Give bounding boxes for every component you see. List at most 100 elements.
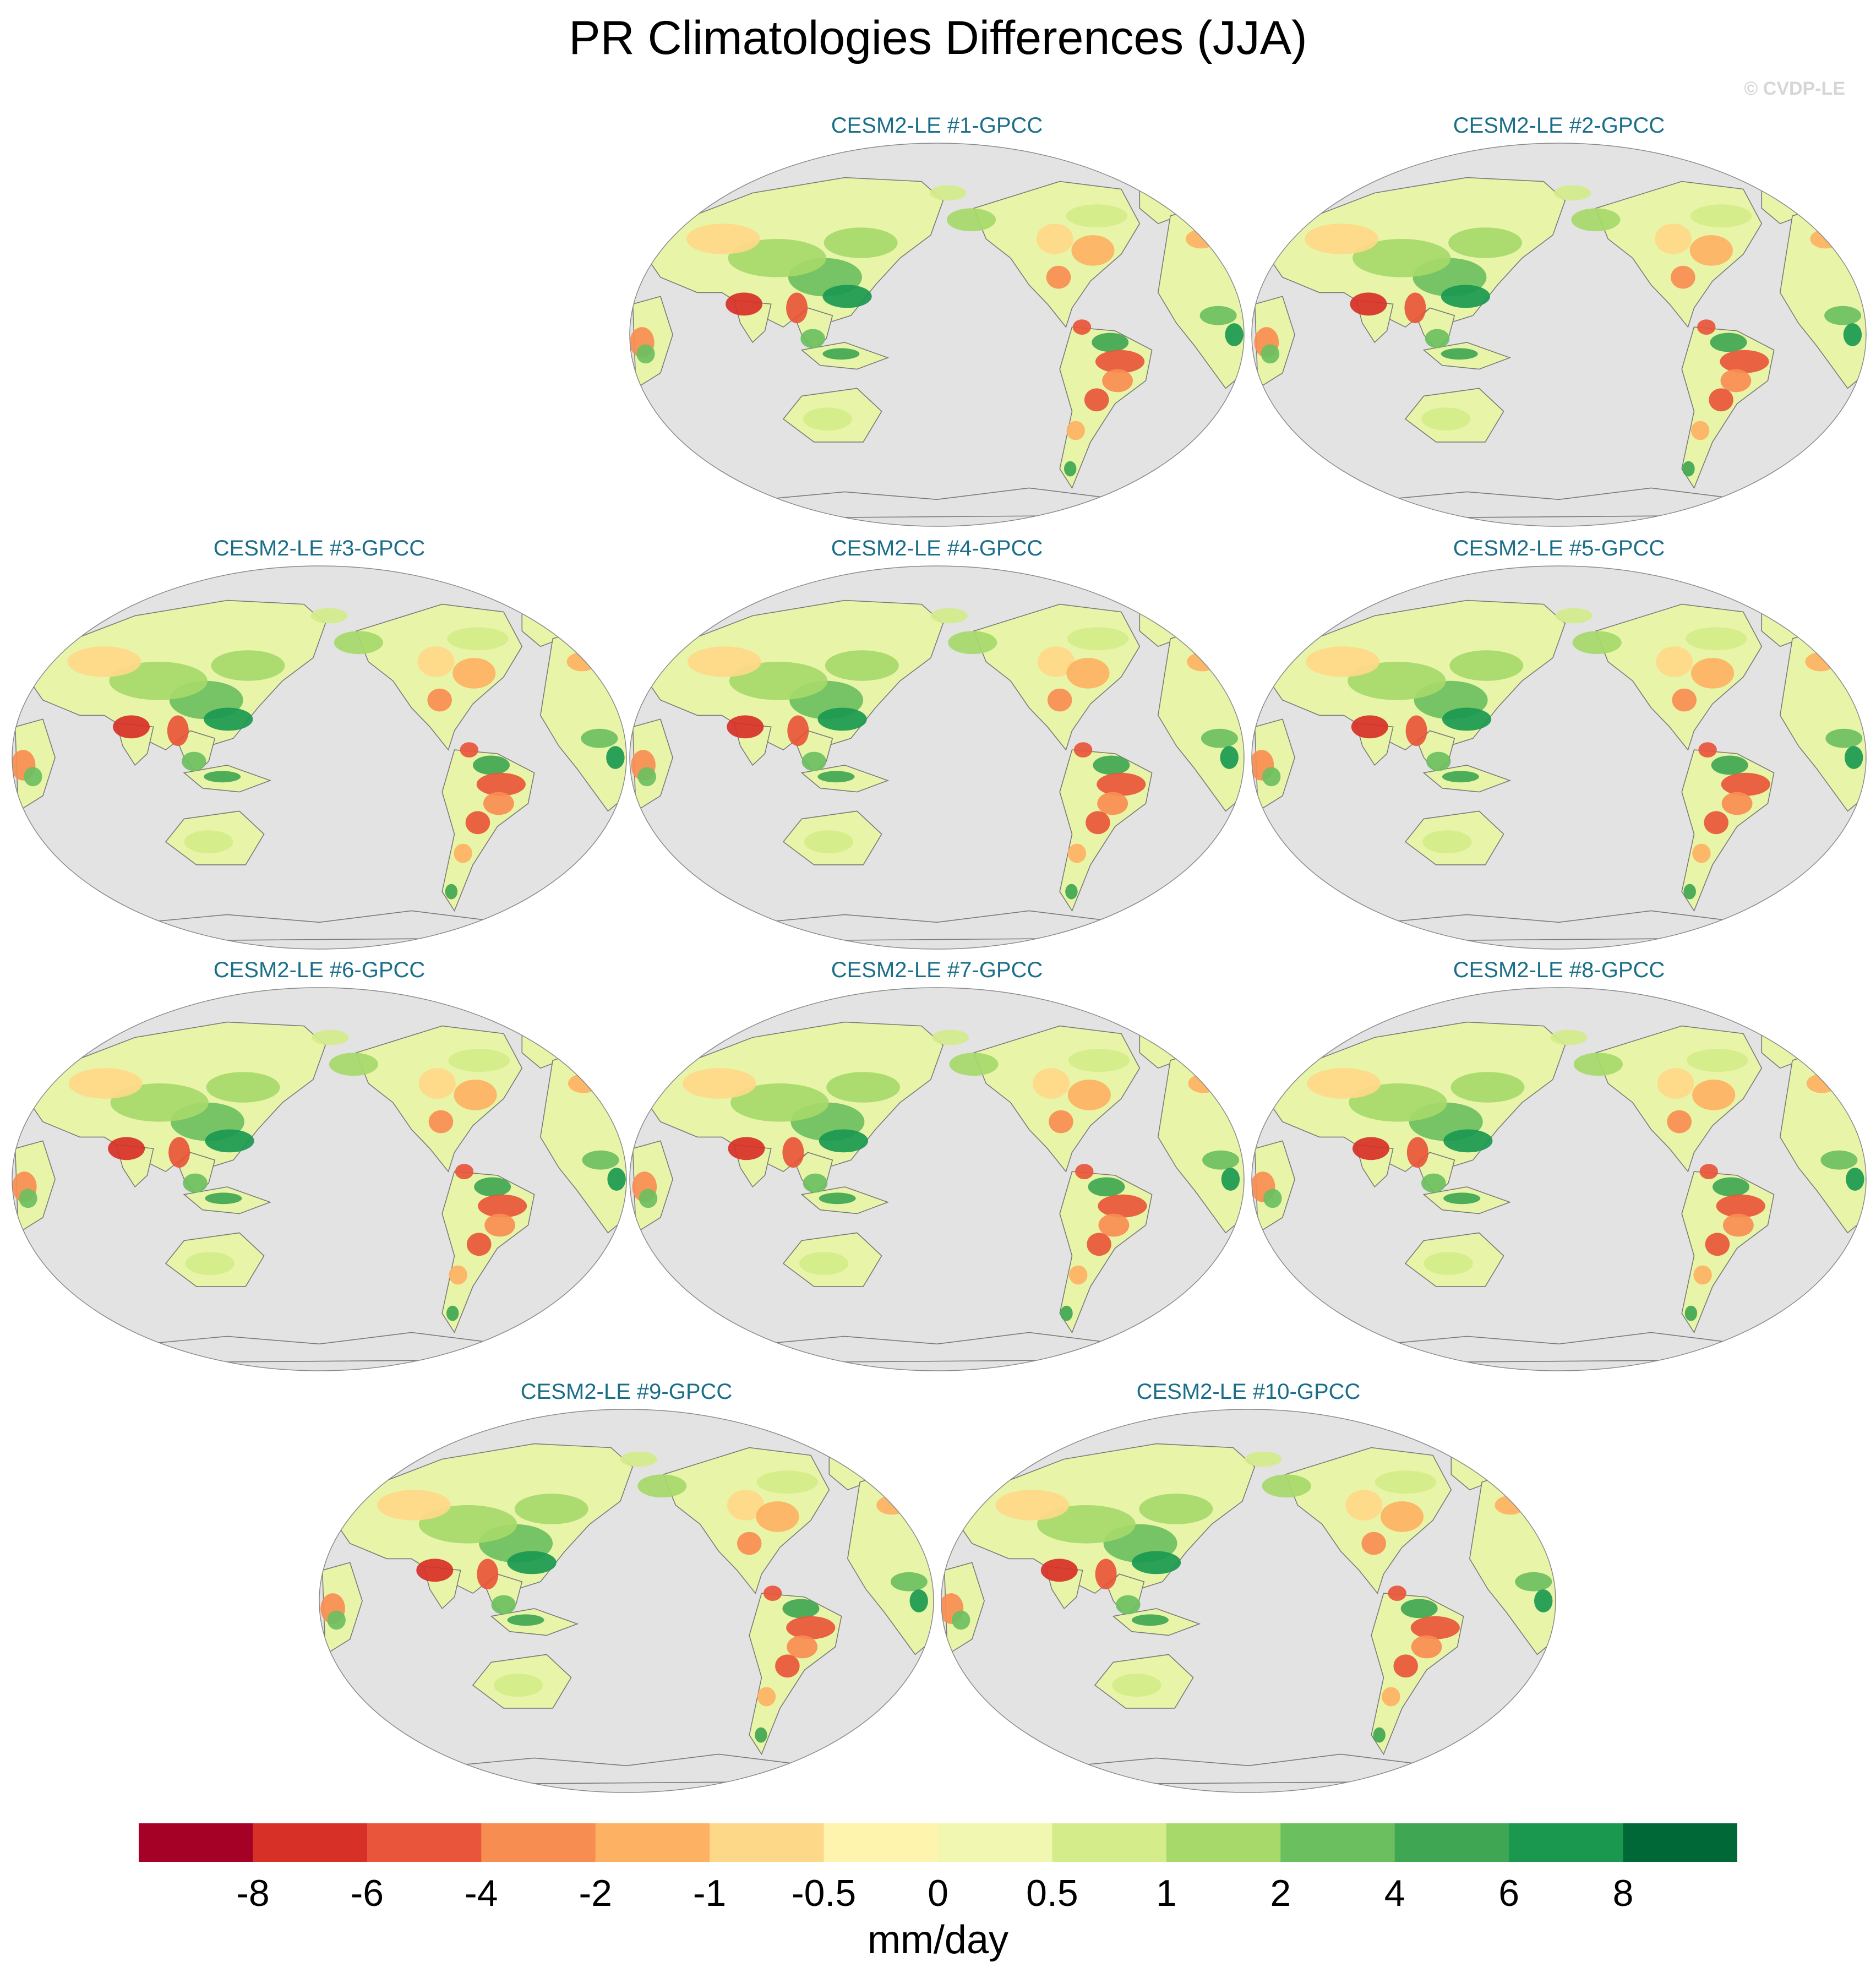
precip-anomaly-patch xyxy=(1421,407,1471,431)
precip-anomaly-patch xyxy=(449,1265,467,1285)
precip-anomaly-patch xyxy=(1071,235,1115,266)
precip-anomaly-patch xyxy=(427,688,452,712)
precip-anomaly-patch xyxy=(1720,350,1769,373)
colorbar-label: 1 xyxy=(1155,1872,1177,1914)
precip-anomaly-patch xyxy=(1449,650,1524,681)
precip-anomaly-patch xyxy=(1693,1265,1712,1285)
world-map xyxy=(1251,565,1867,950)
precip-anomaly-patch xyxy=(932,1029,969,1045)
precip-anomaly-patch xyxy=(168,1137,190,1168)
precip-anomaly-patch xyxy=(1716,1194,1765,1218)
precip-anomaly-patch xyxy=(1049,1110,1073,1134)
map-panel: CESM2-LE #9-GPCC xyxy=(318,1381,935,1799)
precip-anomaly-patch xyxy=(1572,631,1622,655)
precip-anomaly-patch xyxy=(1806,1074,1837,1093)
precip-anomaly-patch xyxy=(1220,746,1239,769)
colorbar-label: -2 xyxy=(579,1872,612,1914)
precip-anomaly-patch xyxy=(484,1213,515,1237)
precip-anomaly-patch xyxy=(606,746,625,769)
map-border xyxy=(1251,987,1867,1371)
colorbar-swatch xyxy=(481,1823,596,1862)
precip-anomaly-patch xyxy=(1682,461,1695,477)
colorbar-swatch xyxy=(1052,1823,1167,1862)
colorbar-swatch xyxy=(1623,1823,1737,1862)
precip-anomaly-patch xyxy=(1098,1194,1147,1218)
colorbar-swatch xyxy=(253,1823,368,1862)
precip-anomaly-patch xyxy=(447,627,509,651)
precip-anomaly-patch xyxy=(1102,369,1133,393)
precip-anomaly-patch xyxy=(1683,884,1696,900)
precip-anomaly-patch xyxy=(995,1490,1070,1521)
precip-anomaly-patch xyxy=(819,1129,868,1153)
precip-anomaly-patch xyxy=(1093,755,1130,775)
precip-anomaly-patch xyxy=(1672,688,1697,712)
precip-anomaly-patch xyxy=(686,224,760,254)
precip-anomaly-patch xyxy=(19,1189,37,1208)
precip-anomaly-patch xyxy=(1843,323,1862,346)
colorbar-swatch xyxy=(1394,1823,1509,1862)
world-map xyxy=(629,143,1245,527)
world-map xyxy=(12,565,627,950)
precip-anomaly-patch xyxy=(452,658,496,689)
precip-anomaly-patch xyxy=(826,1072,901,1103)
precip-anomaly-patch xyxy=(428,1110,454,1134)
map-border xyxy=(629,565,1245,950)
precip-anomaly-patch xyxy=(1713,1177,1749,1197)
precip-anomaly-patch xyxy=(476,772,526,796)
precip-anomaly-patch xyxy=(1033,1068,1070,1099)
precip-anomaly-patch xyxy=(514,1494,588,1524)
colorbar-label: -0.5 xyxy=(791,1872,857,1914)
precip-anomaly-patch xyxy=(755,1727,767,1743)
precip-anomaly-patch xyxy=(1065,884,1078,900)
precip-anomaly-patch xyxy=(786,292,808,324)
precip-anomaly-patch xyxy=(507,1551,557,1574)
panel-title: CESM2-LE #7-GPCC xyxy=(831,958,1043,982)
colorbar-label: -6 xyxy=(350,1872,384,1914)
precip-anomaly-patch xyxy=(1441,348,1478,360)
precip-anomaly-patch xyxy=(206,1072,280,1103)
precip-anomaly-patch xyxy=(1038,646,1075,677)
precip-anomaly-patch xyxy=(756,1501,799,1532)
precip-anomaly-patch xyxy=(1723,1213,1754,1237)
colorbar-swatch xyxy=(824,1823,939,1862)
precip-anomaly-patch xyxy=(607,1168,626,1191)
precip-anomaly-patch xyxy=(455,1164,474,1179)
precip-anomaly-patch xyxy=(1846,1168,1864,1191)
world-map xyxy=(629,987,1245,1371)
precip-anomaly-patch xyxy=(1448,227,1523,258)
precip-anomaly-patch xyxy=(1307,1068,1381,1099)
precip-anomaly-patch xyxy=(184,830,233,853)
precip-anomaly-patch xyxy=(948,631,997,655)
precip-anomaly-patch xyxy=(211,650,285,681)
map-border xyxy=(1251,143,1867,527)
precip-anomaly-patch xyxy=(800,329,825,348)
precip-anomaly-patch xyxy=(1422,830,1472,853)
colorbar-label: -4 xyxy=(465,1872,498,1914)
precip-anomaly-patch xyxy=(1073,742,1093,758)
precip-anomaly-patch xyxy=(1202,1150,1240,1170)
precip-anomaly-patch xyxy=(727,1490,764,1521)
world-map xyxy=(941,1409,1556,1793)
precip-anomaly-patch xyxy=(782,1137,804,1168)
precip-anomaly-patch xyxy=(205,1192,242,1205)
precip-anomaly-patch xyxy=(109,662,208,700)
precip-anomaly-patch xyxy=(787,715,809,746)
precip-anomaly-patch xyxy=(637,767,656,787)
precip-anomaly-patch xyxy=(1069,1265,1088,1285)
precip-anomaly-patch xyxy=(1720,369,1752,393)
colorbar-swatch xyxy=(1166,1823,1281,1862)
precip-anomaly-patch xyxy=(1066,204,1127,228)
page-title: PR Climatologies Differences (JJA) xyxy=(569,12,1307,64)
precip-anomaly-patch xyxy=(801,751,827,771)
precip-anomaly-patch xyxy=(1088,1177,1125,1197)
precip-anomaly-patch xyxy=(1353,239,1451,277)
precip-anomaly-patch xyxy=(1139,1494,1213,1524)
map-border xyxy=(12,565,627,950)
precip-anomaly-patch xyxy=(1406,1137,1428,1168)
precip-anomaly-patch xyxy=(803,1173,828,1193)
precip-anomaly-patch xyxy=(1350,292,1387,316)
map-border xyxy=(941,1409,1556,1793)
precip-anomaly-patch xyxy=(1388,1585,1406,1601)
precip-anomaly-patch xyxy=(1656,646,1693,677)
precip-anomaly-patch xyxy=(418,1505,517,1544)
